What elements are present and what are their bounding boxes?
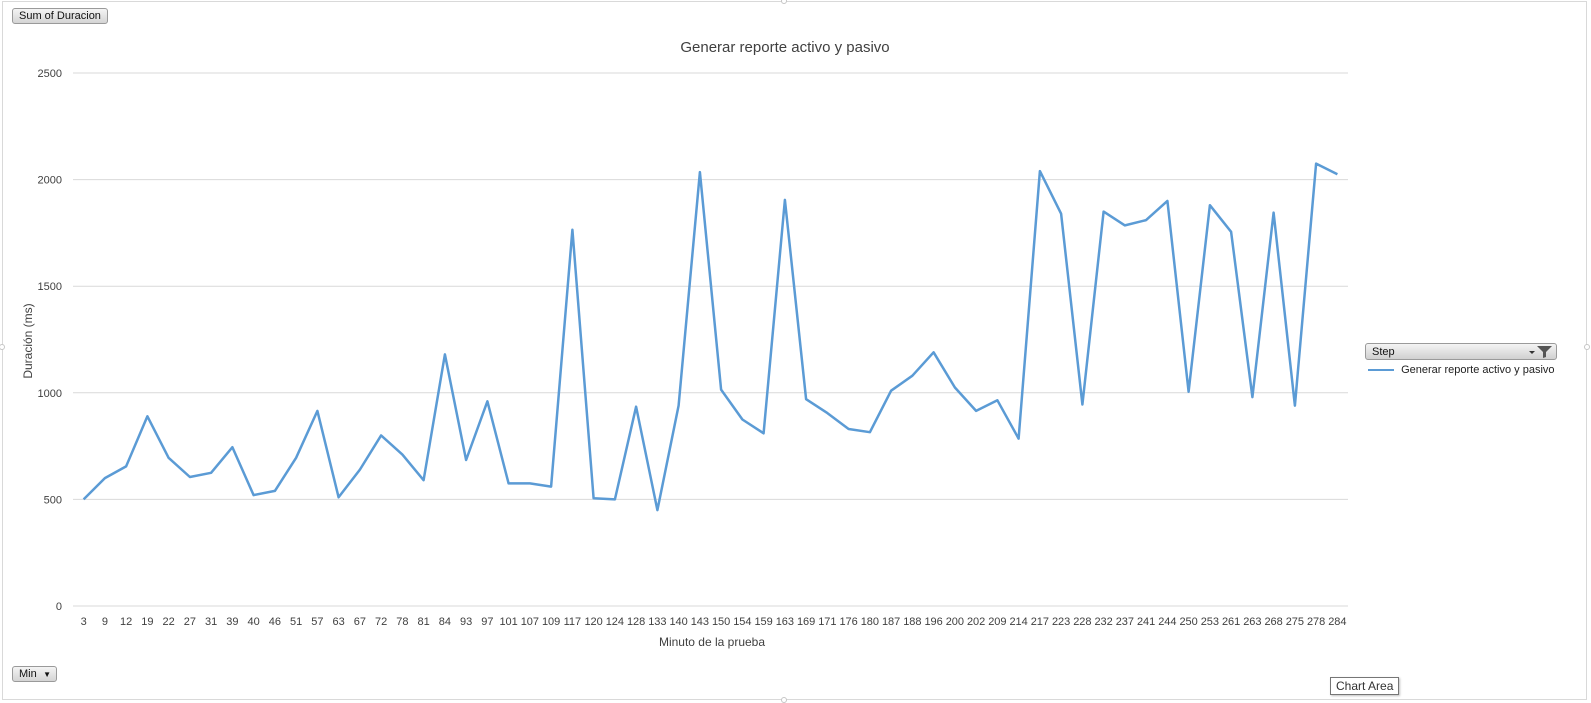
x-tick-label: 78 xyxy=(396,616,408,628)
x-tick-label: 223 xyxy=(1052,616,1070,628)
x-tick-label: 228 xyxy=(1073,616,1091,628)
y-tick-label: 500 xyxy=(44,494,62,506)
x-tick-label: 154 xyxy=(733,616,751,628)
x-tick-label: 180 xyxy=(861,616,879,628)
x-tick-label: 241 xyxy=(1137,616,1155,628)
tooltip: Chart Area xyxy=(1330,677,1400,695)
y-tick-label: 2000 xyxy=(38,175,62,187)
x-tick-label: 51 xyxy=(290,616,302,628)
x-tick-label: 39 xyxy=(226,616,238,628)
axis-field-button[interactable]: Min ▼ xyxy=(12,666,57,682)
x-tick-label: 237 xyxy=(1116,616,1134,628)
resize-handle-top[interactable] xyxy=(781,0,787,4)
y-tick-label: 1500 xyxy=(38,281,62,293)
x-tick-label: 250 xyxy=(1179,616,1197,628)
x-tick-label: 117 xyxy=(564,616,582,628)
y-axis-ticks: 0 500 1000 1500 2000 2500 xyxy=(38,68,62,613)
resize-handle-right[interactable] xyxy=(1584,344,1590,350)
x-axis-ticks: 3 9 12 19 22 27 31 39 40 46 51 57 63 67 72 78 81 84 93 97 10… xyxy=(81,616,1347,628)
x-tick-label: 159 xyxy=(754,616,772,628)
x-tick-label: 84 xyxy=(439,616,451,628)
x-tick-label: 284 xyxy=(1328,616,1346,628)
x-tick-label: 93 xyxy=(460,616,472,628)
x-tick-label: 275 xyxy=(1286,616,1304,628)
legend-title: Step xyxy=(1372,346,1395,358)
x-tick-label: 101 xyxy=(499,616,517,628)
x-tick-label: 63 xyxy=(333,616,345,628)
x-tick-label: 171 xyxy=(818,616,836,628)
x-tick-label: 176 xyxy=(839,616,857,628)
x-tick-label: 3 xyxy=(81,616,87,628)
legend-entry: Generar reporte activo y pasivo xyxy=(1368,364,1555,376)
x-tick-label: 169 xyxy=(797,616,815,628)
y-tick-label: 2500 xyxy=(38,68,62,80)
y-axis-label: Duración (ms) xyxy=(21,303,35,378)
x-tick-label: 31 xyxy=(205,616,217,628)
x-tick-label: 244 xyxy=(1158,616,1176,628)
x-tick-label: 22 xyxy=(163,616,175,628)
series-line-generar-reporte[interactable] xyxy=(82,162,1338,512)
x-tick-label: 124 xyxy=(606,616,624,628)
x-tick-label: 143 xyxy=(691,616,709,628)
x-tick-label: 253 xyxy=(1201,616,1219,628)
x-tick-label: 268 xyxy=(1264,616,1282,628)
x-tick-label: 188 xyxy=(903,616,921,628)
x-tick-label: 209 xyxy=(988,616,1006,628)
x-tick-label: 120 xyxy=(584,616,602,628)
dropdown-arrow-icon: ▼ xyxy=(43,670,51,679)
legend-field-button[interactable]: Step xyxy=(1365,343,1557,360)
x-tick-label: 232 xyxy=(1094,616,1112,628)
x-tick-label: 133 xyxy=(648,616,666,628)
values-field-button[interactable]: Sum of Duracion xyxy=(12,8,108,24)
x-tick-label: 261 xyxy=(1222,616,1240,628)
axis-field-label: Min xyxy=(19,668,37,680)
chart-title: Generar reporte activo y pasivo xyxy=(680,39,889,56)
x-tick-label: 40 xyxy=(248,616,260,628)
x-tick-label: 163 xyxy=(776,616,794,628)
x-tick-label: 217 xyxy=(1031,616,1049,628)
legend-entry-label: Generar reporte activo y pasivo xyxy=(1401,364,1555,376)
x-tick-label: 46 xyxy=(269,616,281,628)
gridlines xyxy=(73,72,1348,607)
x-tick-label: 202 xyxy=(967,616,985,628)
x-tick-label: 278 xyxy=(1307,616,1325,628)
resize-handle-left[interactable] xyxy=(0,344,5,350)
x-tick-label: 107 xyxy=(521,616,539,628)
x-tick-label: 263 xyxy=(1243,616,1261,628)
x-tick-label: 12 xyxy=(120,616,132,628)
x-tick-label: 109 xyxy=(542,616,560,628)
legend-swatch xyxy=(1368,369,1394,372)
x-tick-label: 27 xyxy=(184,616,196,628)
x-tick-label: 19 xyxy=(141,616,153,628)
x-tick-label: 187 xyxy=(882,616,900,628)
x-tick-label: 128 xyxy=(627,616,645,628)
y-tick-label: 0 xyxy=(56,601,62,613)
x-tick-label: 150 xyxy=(712,616,730,628)
x-axis-label: Minuto de la prueba xyxy=(659,635,765,649)
x-tick-label: 67 xyxy=(354,616,366,628)
x-tick-label: 214 xyxy=(1009,616,1027,628)
x-tick-label: 72 xyxy=(375,616,387,628)
x-tick-label: 196 xyxy=(924,616,942,628)
x-tick-label: 9 xyxy=(102,616,108,628)
x-tick-label: 57 xyxy=(311,616,323,628)
x-tick-label: 140 xyxy=(669,616,687,628)
y-tick-label: 1000 xyxy=(38,388,62,400)
values-field-label: Sum of Duracion xyxy=(19,10,101,22)
x-tick-label: 200 xyxy=(946,616,964,628)
x-tick-label: 81 xyxy=(418,616,430,628)
filter-icon[interactable] xyxy=(1526,344,1554,359)
x-tick-label: 97 xyxy=(481,616,493,628)
